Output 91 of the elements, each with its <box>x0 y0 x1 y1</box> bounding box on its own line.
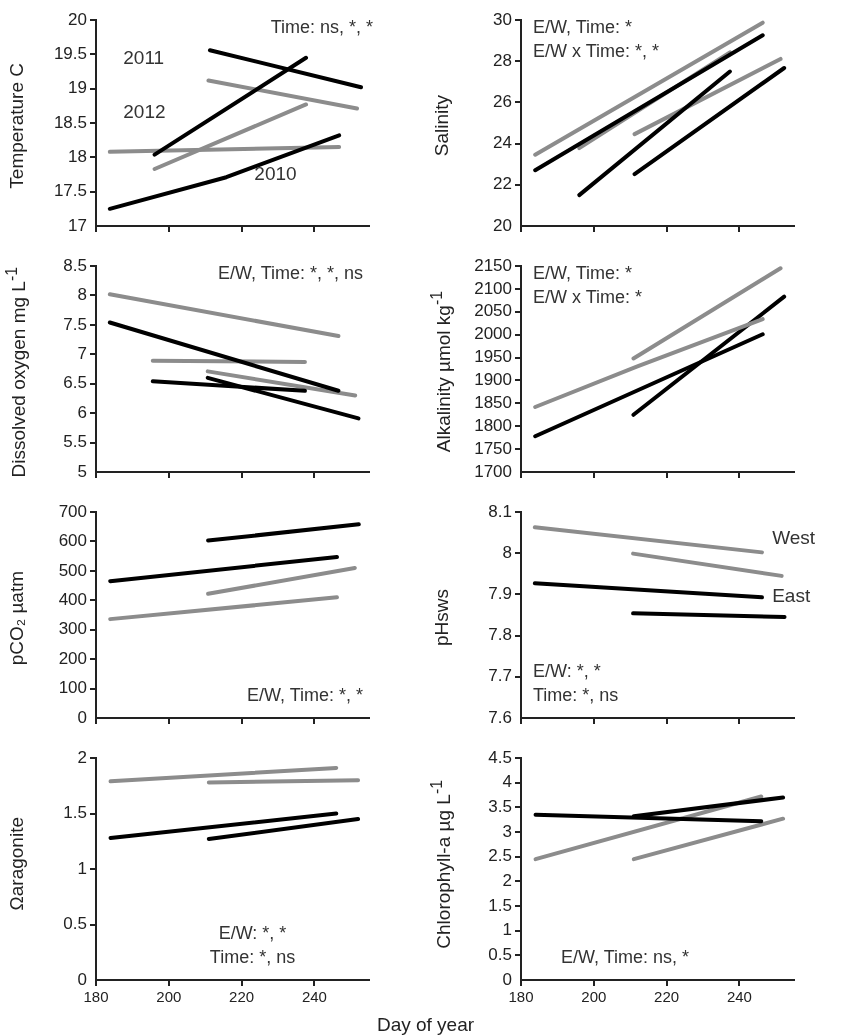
x-tick-label: 200 <box>581 988 607 1006</box>
y-tick-label: 400 <box>58 589 87 609</box>
y-tick-label: 100 <box>58 678 87 698</box>
annotation: E/W, Time: *, * <box>246 684 363 705</box>
y-axis-title: pCO₂ µatm <box>6 570 28 666</box>
y-tick-label: 0.5 <box>63 914 87 934</box>
y-tick-label: 1800 <box>474 415 512 435</box>
y-tick-label: 17 <box>68 215 87 235</box>
annotation: West <box>772 527 816 549</box>
y-tick-label: 1.5 <box>488 895 512 915</box>
annotation: E/W: *, * <box>218 922 287 943</box>
y-tick-label: 1.5 <box>63 803 87 823</box>
y-tick-label: 500 <box>58 560 87 580</box>
y-tick-label: 7.8 <box>488 625 512 645</box>
y-tick-label: 4 <box>502 772 512 792</box>
x-axis-title: Day of year <box>376 1014 475 1035</box>
y-tick-label: 7.6 <box>488 707 512 727</box>
y-tick-label: 3.5 <box>488 797 512 817</box>
y-tick-label: 20 <box>68 9 87 29</box>
annotation: Time: *, ns <box>533 684 619 705</box>
y-tick-label: 200 <box>58 648 87 668</box>
y-tick-label: 300 <box>58 619 87 639</box>
annotation: E/W x Time: *, * <box>533 40 660 61</box>
y-tick-label: 19.5 <box>53 44 87 64</box>
y-tick-label: 30 <box>493 9 512 29</box>
x-tick-label: 220 <box>229 988 255 1006</box>
annotation: E/W x Time: * <box>533 286 643 307</box>
y-tick-label: 6 <box>77 402 87 422</box>
y-tick-label: 22 <box>493 174 512 194</box>
y-tick-label: 2100 <box>474 278 512 298</box>
y-tick-label: 19 <box>68 78 87 98</box>
y-tick-label: 1950 <box>474 347 512 367</box>
x-tick-label: 180 <box>83 988 109 1006</box>
y-tick-label: 7.9 <box>488 584 512 604</box>
x-tick-label: 240 <box>301 988 327 1006</box>
y-tick-label: 2050 <box>474 301 512 321</box>
y-tick-label: 2.5 <box>488 846 512 866</box>
y-tick-label: 8.1 <box>488 501 512 521</box>
y-tick-label: 18 <box>68 147 87 167</box>
y-tick-label: 1750 <box>474 438 512 458</box>
y-tick-label: 600 <box>58 531 87 551</box>
x-tick-label: 200 <box>156 988 182 1006</box>
annotation: East <box>772 584 811 606</box>
y-tick-label: 1700 <box>474 461 512 481</box>
annotation: 2012 <box>123 100 166 122</box>
y-tick-label: 3 <box>502 821 512 841</box>
y-tick-label: 8 <box>77 285 87 305</box>
x-tick-label: 180 <box>508 988 534 1006</box>
y-tick-label: 4.5 <box>488 747 512 767</box>
y-axis-title: pHsws <box>431 589 453 647</box>
annotation: E/W, Time: * <box>533 16 633 37</box>
y-tick-label: 2150 <box>474 255 512 275</box>
y-tick-label: 0 <box>77 969 87 989</box>
annotation: Time: ns, *, * <box>270 16 373 37</box>
annotation: 2010 <box>254 162 297 184</box>
y-tick-label: 7 <box>77 343 87 363</box>
annotation: E/W, Time: * <box>533 262 633 283</box>
y-tick-label: 1 <box>502 920 512 940</box>
y-tick-label: 0 <box>77 707 87 727</box>
y-tick-label: 1900 <box>474 370 512 390</box>
annotation: Time: *, ns <box>209 946 296 967</box>
y-tick-label: 2 <box>502 871 512 891</box>
y-tick-label: 8 <box>502 542 512 562</box>
y-tick-label: 17.5 <box>53 181 87 201</box>
y-tick-label: 24 <box>493 133 512 153</box>
annotation: 2011 <box>123 47 165 69</box>
y-tick-label: 8.5 <box>63 255 87 275</box>
y-tick-label: 0.5 <box>488 945 512 965</box>
y-tick-label: 28 <box>493 50 512 70</box>
y-tick-label: 2 <box>77 747 87 767</box>
y-axis-title: Ωaragonite <box>6 817 28 911</box>
y-tick-label: 7.5 <box>63 314 87 334</box>
y-tick-label: 18.5 <box>53 112 87 132</box>
y-tick-label: 0 <box>502 969 512 989</box>
y-tick-label: 1850 <box>474 393 512 413</box>
y-axis-title: Temperature C <box>6 63 28 189</box>
annotation: E/W, Time: *, *, ns <box>217 262 363 283</box>
y-tick-label: 1 <box>77 858 87 878</box>
x-tick-label: 220 <box>654 988 680 1006</box>
y-tick-label: 20 <box>493 215 512 235</box>
y-tick-label: 700 <box>58 501 87 521</box>
y-tick-label: 7.7 <box>488 666 512 686</box>
y-axis-title: Salinity <box>431 95 453 157</box>
y-tick-label: 5.5 <box>63 432 87 452</box>
y-tick-label: 6.5 <box>63 373 87 393</box>
annotation: E/W: *, * <box>533 660 601 681</box>
y-tick-label: 26 <box>493 92 512 112</box>
y-tick-label: 2000 <box>474 324 512 344</box>
annotation: E/W, Time: ns, * <box>561 946 690 967</box>
y-tick-label: 5 <box>77 461 87 481</box>
x-tick-label: 240 <box>726 988 752 1006</box>
